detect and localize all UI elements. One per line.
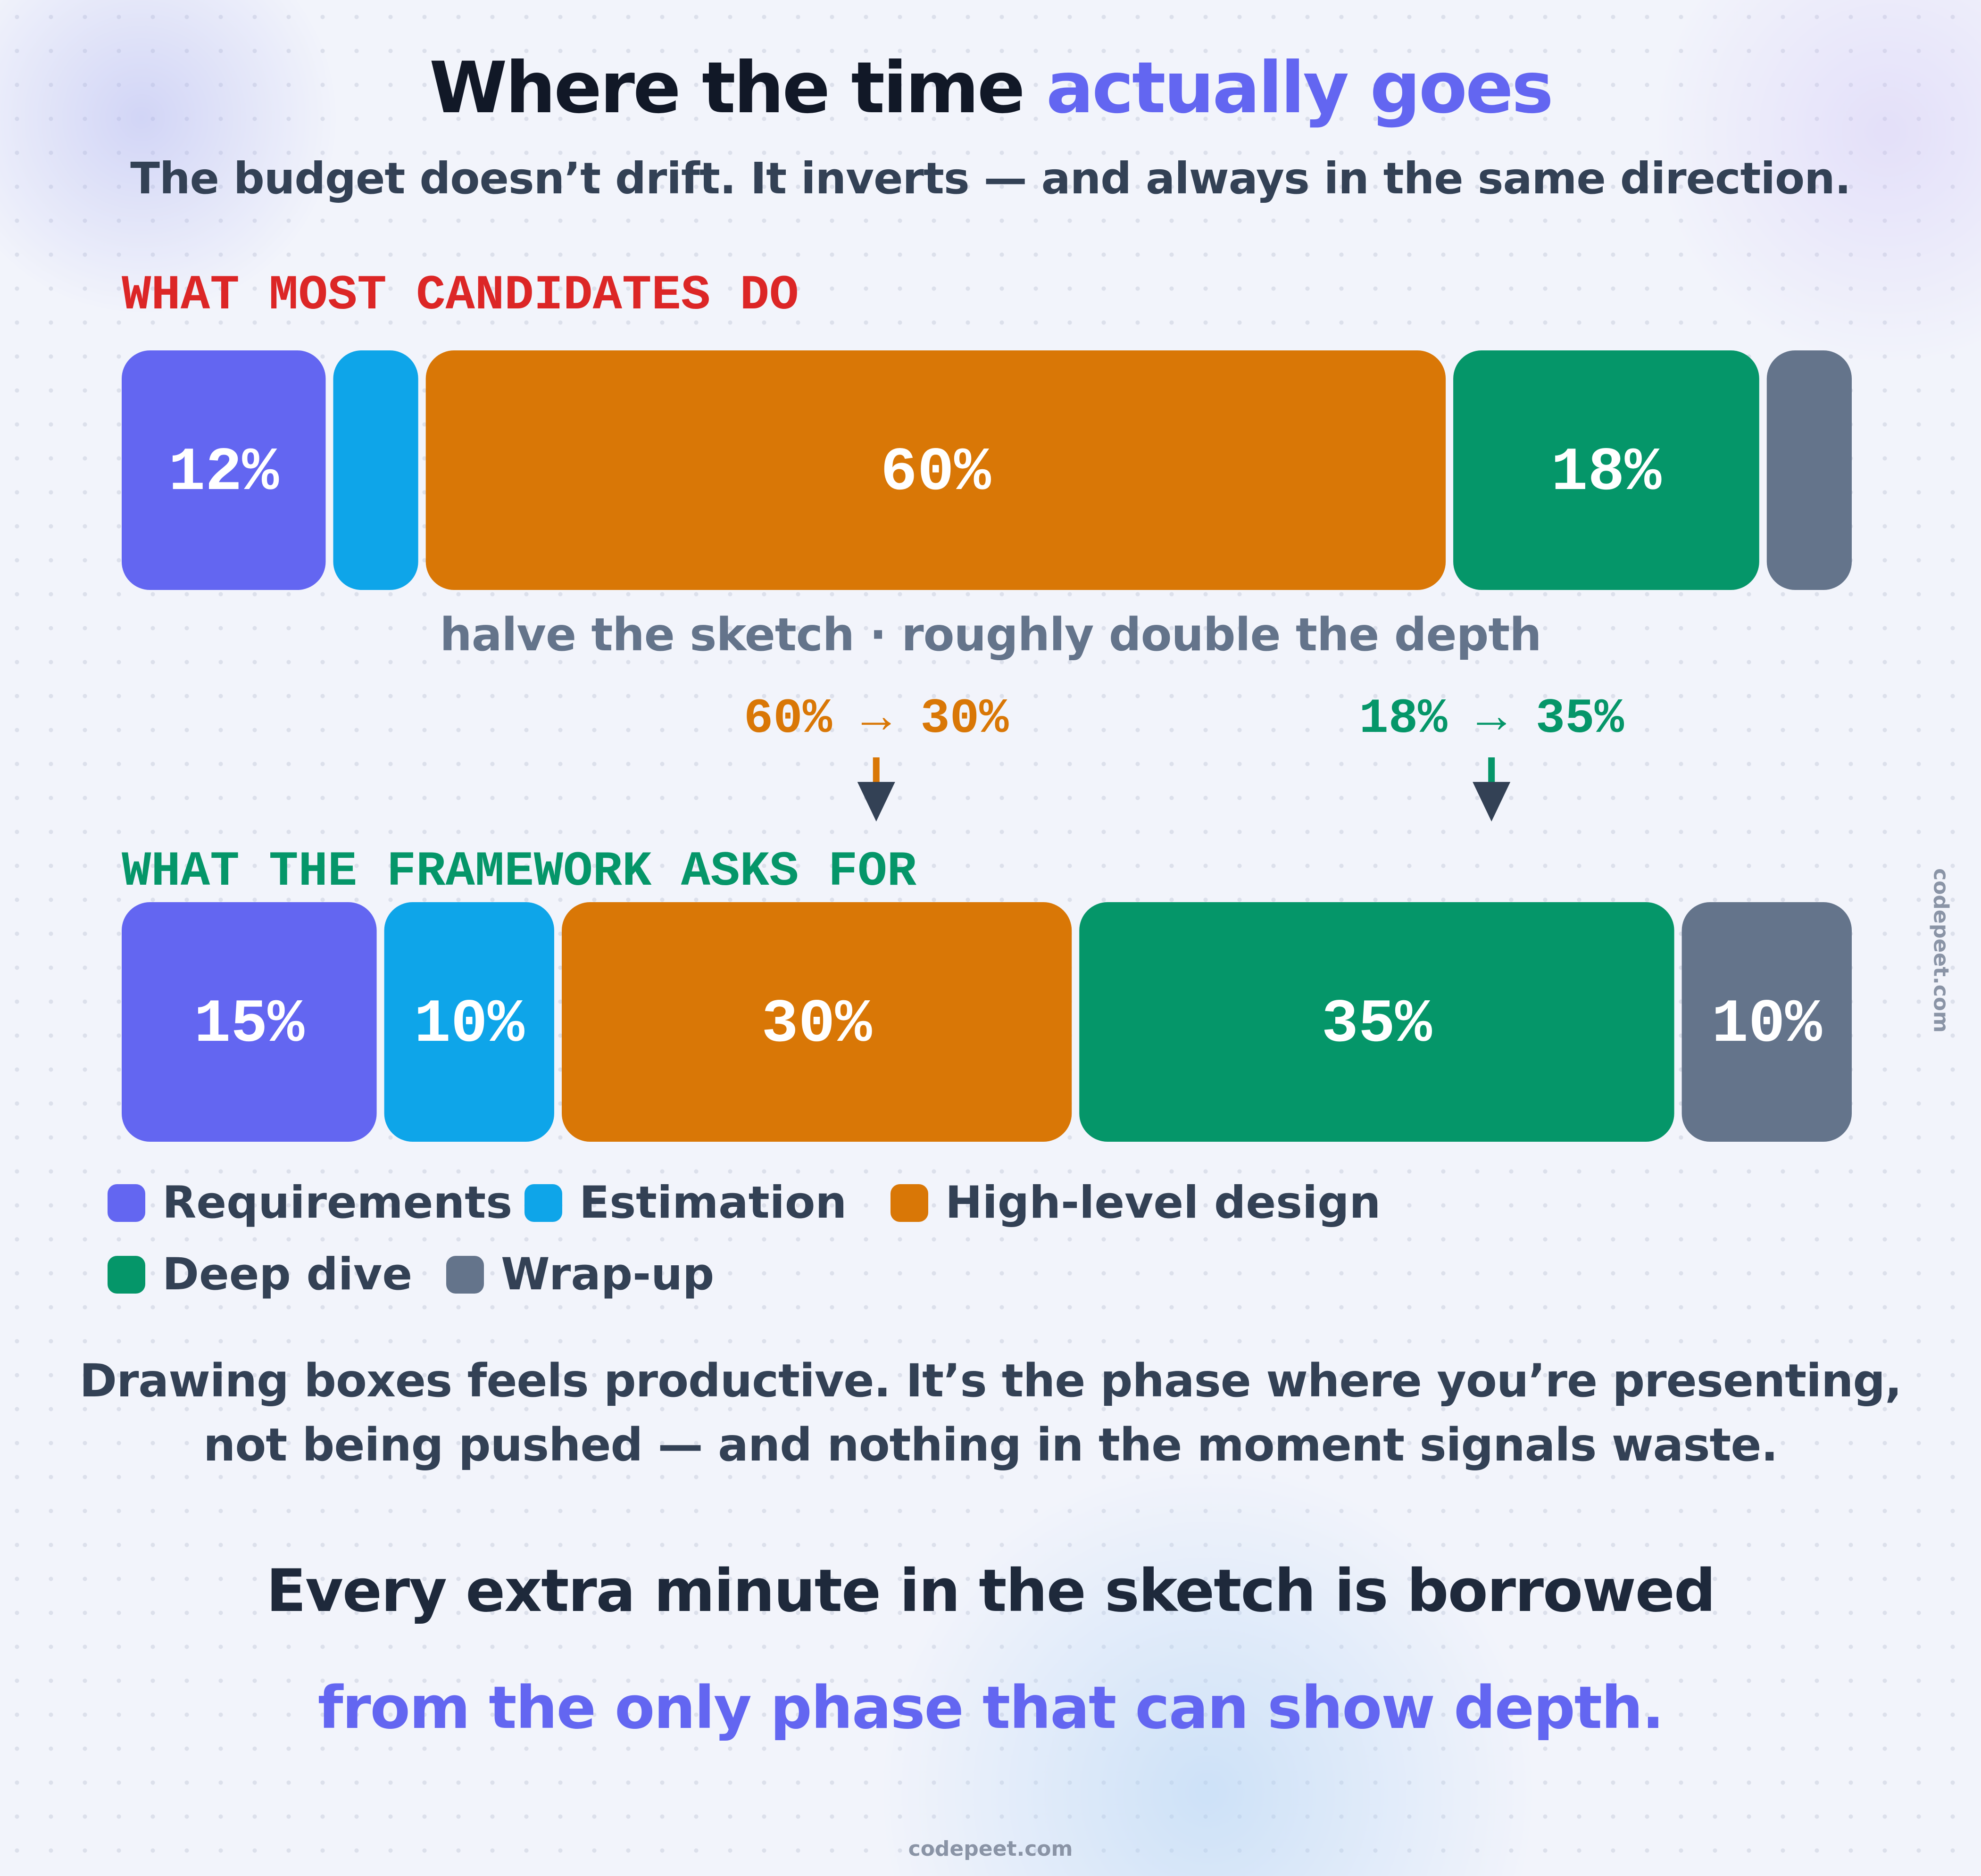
series-label-target: WHAT THE FRAMEWORK ASKS FOR [122,844,917,900]
data-label-current-requirements: 12% [168,439,279,508]
body-line-1: Drawing boxes feels productive. It’s the… [79,1354,1902,1407]
annotation-arrow-deep-dive [1473,782,1511,822]
legend-label-wrap-up: Wrap-up [501,1249,715,1300]
legend-label-high-level-design: High-level design [945,1177,1381,1229]
legend-item-requirements: Requirements [108,1177,512,1229]
bar-current-estimation [333,350,418,590]
data-label-current-high-level-design: 60% [881,439,991,508]
stacked-bar-chart: 12% 60% 18% 15% 10% 30% 35% 10% 60% → 30% 18% → 3… [122,350,1852,1142]
data-label-target-wrap-up: 10% [1712,990,1823,1060]
data-label-target-estimation: 10% [414,990,525,1060]
bar-current-high-level-design [425,350,1446,590]
bar-target-deep-dive [1079,902,1674,1142]
data-label-target-requirements: 15% [194,990,305,1060]
takeaway-line-1: Every extra minute in the sketch is borr… [266,1557,1715,1625]
bar-target-requirements [122,902,377,1142]
body-text: Drawing boxes feels productive. It’s the… [0,1349,1981,1477]
annotation-arrow-high-level-design [857,782,895,822]
chart-subtitle: The budget doesn’t drift. It inverts — a… [130,153,1851,204]
legend-item-wrap-up: Wrap-up [446,1249,714,1300]
chart-title: Where the time actually goes [0,47,1981,129]
legend-item-estimation: Estimation [524,1177,847,1229]
legend-item-high-level-design: High-level design [891,1177,1381,1229]
annotation-deep-dive: 18% → 35% [1359,691,1624,747]
annotation-high-level-design: 60% → 30% [744,691,1009,747]
takeaway: Every extra minute in the sketch is borr… [0,1533,1981,1767]
data-label-target-deep-dive: 35% [1322,990,1432,1060]
legend-swatch-estimation [524,1184,562,1222]
legend-swatch-wrap-up [446,1255,484,1294]
bar-target-estimation [384,902,554,1142]
bar-target-high-level-design [562,902,1072,1142]
legend-label-requirements: Requirements [162,1177,513,1229]
bar-current-requirements [122,350,326,590]
side-watermark: codepeet.com [1929,868,1953,1033]
data-label-current-deep-dive: 18% [1551,439,1662,508]
legend-swatch-deep-dive [108,1255,145,1294]
bar-current-deep-dive [1453,350,1759,590]
data-label-target-high-level-design: 30% [762,990,873,1060]
legend-swatch-high-level-design [891,1184,928,1222]
legend-item-deep-dive: Deep dive [108,1249,412,1300]
legend-swatch-requirements [108,1184,145,1222]
body-line-2: not being pushed — and nothing in the mo… [203,1419,1778,1471]
footer-watermark: codepeet.com [908,1837,1073,1861]
legend-label-estimation: Estimation [579,1177,847,1229]
title-accent: actually goes [1046,47,1554,129]
takeaway-line-2: from the only phase that can show depth. [317,1674,1665,1742]
title-main: Where the time [429,47,1025,129]
bar-current-wrap-up [1766,350,1852,590]
change-hint: halve the sketch · roughly double the de… [440,608,1541,661]
bar-target-wrap-up [1681,902,1852,1142]
series-label-current: WHAT MOST CANDIDATES DO [122,268,799,324]
legend-label-deep-dive: Deep dive [162,1249,413,1300]
